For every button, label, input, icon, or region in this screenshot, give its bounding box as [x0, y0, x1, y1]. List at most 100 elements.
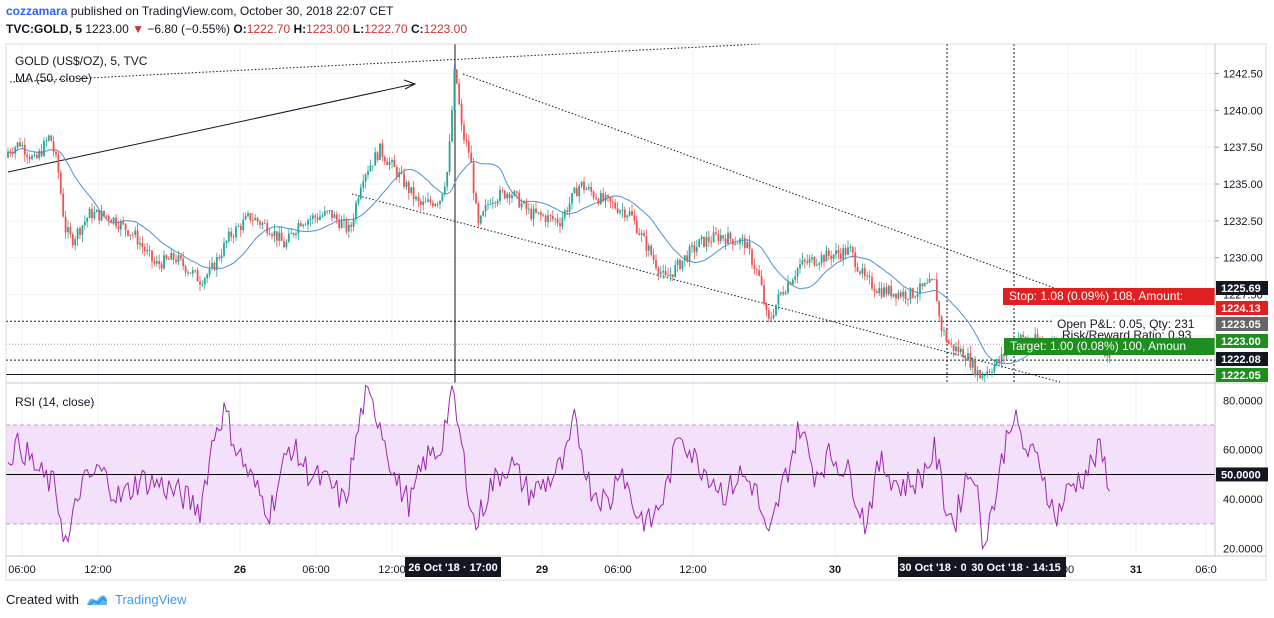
candle-body: [163, 255, 165, 269]
vertical-lines[interactable]: [454, 44, 1015, 383]
candle-body: [103, 210, 105, 216]
candle-body: [350, 224, 353, 227]
candle-body: [14, 147, 17, 154]
candle-body: [290, 233, 293, 234]
candle-body: [938, 301, 941, 317]
candle-body: [662, 270, 665, 273]
candle-body: [655, 259, 657, 269]
candle-body: [69, 227, 72, 235]
price-tick-label: 1240.00: [1223, 105, 1263, 117]
candle-body: [619, 210, 621, 213]
candle-body: [520, 203, 523, 208]
horizontal-lines[interactable]: [6, 320, 1215, 375]
candle-body: [691, 245, 693, 247]
candle-body: [868, 275, 871, 278]
candle-body: [763, 285, 765, 304]
candle-body: [57, 154, 60, 173]
candle-body: [995, 359, 998, 365]
high-value: 1223.00: [306, 22, 350, 36]
candle-body: [782, 292, 785, 295]
candle-body: [292, 233, 295, 235]
candle-body: [283, 240, 285, 248]
candle-body: [479, 215, 482, 224]
candle-body: [239, 226, 242, 231]
candle-body: [770, 317, 773, 319]
rsi-path: [7, 384, 1111, 551]
candle-body: [227, 231, 230, 242]
time-axis[interactable]: 06:00 12:00 26 06:00 12:00 29 06:00 12:00 30 00 31…: [8, 557, 1217, 577]
candle-body: [196, 270, 199, 282]
candle-body: [945, 330, 948, 341]
author-link[interactable]: cozzamara: [6, 4, 68, 18]
candle-body: [376, 152, 379, 161]
candle-body: [707, 237, 710, 242]
candle-body: [496, 201, 499, 204]
rsi-axis[interactable]: 80.0000 60.0000 50.0000 40.0000 20.0000: [1216, 395, 1268, 556]
drawings[interactable]: [7, 43, 1061, 383]
candle-body: [295, 233, 297, 235]
symbol-info: TVC:GOLD, 5 1223.00 ▼ −6.80 (−0.55%) O:1…: [6, 22, 467, 36]
candle-body: [571, 193, 573, 204]
candle-body: [331, 210, 333, 219]
position-tool[interactable]: Stop: 1.08 (0.09%) 108, Amount: Open P&L…: [1003, 288, 1216, 355]
time-tick-label: 12:00: [84, 564, 112, 576]
rsi-label-box: [1216, 467, 1268, 482]
candle-body: [856, 266, 859, 272]
trend-line-up: [7, 83, 415, 173]
tradingview-link[interactable]: TradingView: [114, 592, 187, 607]
candle-body: [352, 219, 355, 227]
candle-body: [758, 270, 761, 276]
time-tick-label: 31: [1130, 564, 1142, 576]
candle-body: [931, 279, 933, 280]
candle-body: [695, 247, 698, 252]
low-value: 1222.70: [364, 22, 408, 36]
price-label: 1222.08: [1221, 354, 1261, 366]
candle-body: [659, 272, 662, 275]
tradingview-logo-icon[interactable]: [85, 593, 109, 607]
candle-body: [892, 293, 895, 297]
candle-body: [827, 250, 830, 256]
candle-body: [964, 357, 967, 361]
candle-body: [563, 210, 566, 218]
rsi-tick-label: 20.0000: [1223, 544, 1263, 556]
candle-body: [179, 255, 182, 259]
candle-body: [1019, 334, 1022, 340]
symbol: TVC:GOLD, 5: [6, 22, 83, 36]
candle-body: [321, 215, 324, 217]
price-axis[interactable]: 1242.50 1240.00 1237.50 1235.00 1232.50 1230.…: [1215, 68, 1263, 302]
dotted-trend-line-top: [9, 43, 761, 83]
candle-body: [748, 242, 751, 250]
candle-body: [676, 259, 679, 265]
candle-body: [943, 330, 945, 331]
candle-body: [950, 343, 953, 345]
candle-body: [335, 214, 338, 220]
channel-top: [462, 73, 1061, 291]
candle-body: [847, 247, 849, 255]
candle-body: [52, 141, 55, 152]
candle-body: [527, 208, 530, 210]
publish-info: cozzamara published on TradingView.com, …: [6, 4, 393, 18]
rsi-tick-label: 60.0000: [1223, 445, 1263, 457]
candle-body: [506, 193, 509, 199]
candle-body: [513, 191, 516, 196]
created-with: Created with: [6, 592, 79, 607]
candle-body: [535, 208, 537, 213]
price-label-box: [1216, 368, 1268, 382]
candle-body: [443, 186, 446, 195]
candle-body: [981, 375, 984, 379]
candle-body: [119, 221, 122, 230]
candle-body: [849, 247, 852, 248]
candle-body: [26, 154, 29, 157]
candle-body: [311, 215, 314, 219]
price-tick-label: 1235.00: [1223, 179, 1263, 191]
candle-body: [681, 260, 684, 269]
candle-body: [839, 253, 842, 260]
candle-body: [674, 264, 677, 277]
candle-body: [583, 181, 585, 190]
candle-body: [395, 167, 398, 178]
candle-body: [698, 239, 701, 248]
candle-body: [141, 242, 144, 248]
candle-body: [787, 282, 789, 293]
candle-body: [45, 140, 48, 142]
